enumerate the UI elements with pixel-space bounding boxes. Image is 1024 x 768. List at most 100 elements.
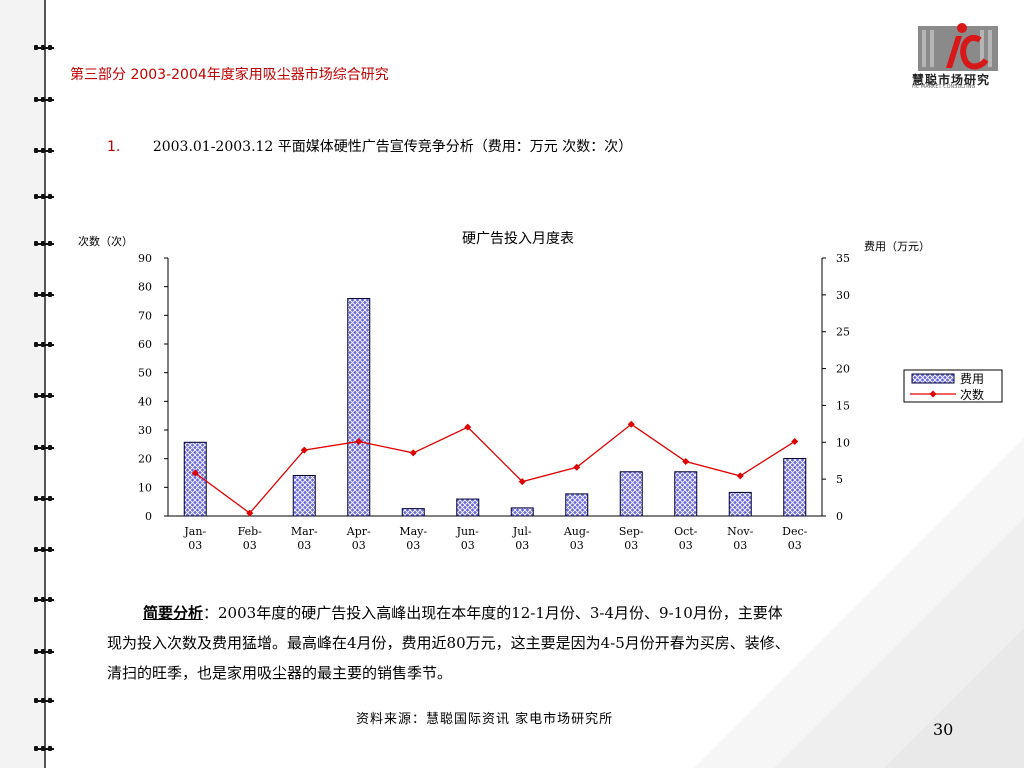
- legend-marker-count: [929, 390, 937, 398]
- y-tick-label-right: 10: [836, 436, 850, 449]
- x-tick-label: 03: [624, 539, 638, 552]
- y-tick-label-left: 70: [138, 309, 152, 322]
- legend-label-count: 次数: [960, 387, 984, 402]
- y-tick-label-right: 30: [836, 289, 850, 302]
- legend-swatch-fee: [911, 373, 955, 384]
- logo-subtext: HC MARKET CONSULTING: [912, 84, 976, 90]
- x-tick-label: 03: [188, 539, 202, 552]
- y-tick-label-right: 25: [836, 326, 850, 339]
- bar-fee: [183, 441, 207, 517]
- bar-fee: [510, 507, 534, 517]
- binder-ring-icon: [34, 291, 54, 299]
- source-note: 资料来源：慧聪国际资讯 家电市场研究所: [356, 712, 614, 727]
- binder-ring-icon: [34, 495, 54, 503]
- x-tick-label: 03: [788, 539, 802, 552]
- x-tick-label: May-: [399, 525, 427, 538]
- y-tick-label-right: 5: [836, 473, 843, 486]
- binder-ring-icon: [34, 193, 54, 201]
- binder-ring-icon: [34, 44, 54, 52]
- bar-fee: [401, 508, 425, 517]
- bar-fee: [456, 498, 480, 517]
- y-axis-right-label: 费用（万元）: [864, 240, 930, 253]
- analysis-line-3: 清扫的旺季，也是家用吸尘器的最主要的销售季节。: [107, 664, 453, 682]
- binder-ring-icon: [34, 147, 54, 155]
- x-tick-label: Nov-: [727, 525, 753, 538]
- binder-ring-icon: [34, 392, 54, 400]
- x-tick-label: 03: [570, 539, 584, 552]
- list-item-heading: 1. 2003.01-2003.12 平面媒体硬性广告宣传竞争分析（费用：万元 …: [107, 136, 632, 156]
- y-tick-label-right: 15: [836, 399, 850, 412]
- analysis-label: 简要分析: [143, 604, 204, 622]
- line-point-count: [518, 478, 526, 486]
- hc-logo-icon: [918, 23, 998, 71]
- x-tick-label: 03: [679, 539, 693, 552]
- binder-ring-icon: [34, 745, 54, 753]
- line-point-count: [246, 509, 254, 517]
- x-tick-label: Sep-: [619, 525, 644, 538]
- legend-label-fee: 费用: [960, 372, 984, 386]
- x-tick-label: 03: [515, 539, 529, 552]
- analysis-paragraph: 简要分析：2003年度的硬广告投入高峰出现在本年度的12-1月份、3-4月份、9…: [107, 598, 947, 688]
- background-diagonal-decoration: [694, 438, 1024, 768]
- y-tick-label-left: 10: [138, 481, 152, 494]
- x-tick-label: Jul-: [512, 525, 532, 538]
- bar-fee: [783, 458, 807, 517]
- binder-stripe: [0, 0, 46, 768]
- y-tick-label-left: 30: [138, 424, 152, 437]
- y-tick-label-left: 90: [138, 252, 152, 265]
- y-axis-left-label: 次数（次）: [78, 234, 133, 248]
- y-tick-label-right: 20: [836, 363, 850, 376]
- line-point-count: [791, 437, 799, 445]
- binder-ring-icon: [34, 96, 54, 104]
- bar-fee: [292, 474, 316, 517]
- line-point-count: [627, 420, 635, 428]
- y-tick-label-left: 60: [138, 338, 152, 351]
- y-tick-label-left: 50: [138, 367, 152, 380]
- section-title: 第三部分 2003-2004年度家用吸尘器市场综合研究: [70, 67, 389, 83]
- x-tick-label: 03: [352, 539, 366, 552]
- x-tick-label: Feb-: [238, 525, 263, 538]
- bar-fee: [728, 491, 752, 517]
- y-tick-label-right: 35: [836, 252, 850, 265]
- analysis-line-2: 现为投入次数及费用猛增。最高峰在4月份，费用近80万元，这主要是因为4-5月份开…: [107, 634, 790, 652]
- x-tick-label: Mar-: [291, 525, 318, 538]
- analysis-line-1: ：2003年度的硬广告投入高峰出现在本年度的12-1月份、3-4月份、9-10月…: [203, 604, 783, 622]
- x-tick-label: Aug-: [563, 525, 590, 538]
- item-text: 2003.01-2003.12 平面媒体硬性广告宣传竞争分析（费用：万元 次数：…: [152, 139, 633, 155]
- item-number: 1.: [107, 139, 121, 155]
- line-count-series: [194, 423, 796, 515]
- line-point-count: [355, 437, 363, 445]
- x-tick-label: 03: [406, 539, 420, 552]
- line-point-count: [573, 463, 581, 471]
- x-tick-label: 03: [243, 539, 257, 552]
- binder-ring-icon: [34, 697, 54, 705]
- line-point-count: [409, 449, 417, 457]
- binder-ring-icon: [34, 240, 54, 248]
- bar-fee: [565, 493, 589, 517]
- chart-title: 硬广告投入月度表: [462, 231, 574, 247]
- x-tick-label: 03: [461, 539, 475, 552]
- bar-fee: [674, 471, 698, 517]
- bar-fee: [619, 471, 643, 517]
- line-point-count: [736, 472, 744, 480]
- y-tick-label-left: 0: [145, 510, 152, 523]
- binder-ring-icon: [34, 546, 54, 554]
- binder-ring-icon: [34, 596, 54, 604]
- binder-ring-icon: [34, 444, 54, 452]
- x-tick-label: Jan-: [183, 525, 206, 538]
- bar-fee: [347, 298, 371, 517]
- x-tick-label: 03: [297, 539, 311, 552]
- line-point-count: [191, 469, 199, 477]
- binder-ring-icon: [34, 648, 54, 656]
- x-tick-label: Jun-: [456, 525, 480, 538]
- x-tick-label: Dec-: [782, 525, 807, 538]
- binder-ring-icon: [34, 341, 54, 349]
- y-tick-label-left: 80: [138, 281, 152, 294]
- line-point-count: [464, 423, 472, 431]
- line-point-count: [300, 446, 308, 454]
- x-tick-label: Oct-: [674, 525, 698, 538]
- x-tick-label: Apr-: [346, 525, 371, 538]
- page-number: 30: [933, 720, 954, 739]
- y-tick-label-left: 40: [138, 395, 152, 408]
